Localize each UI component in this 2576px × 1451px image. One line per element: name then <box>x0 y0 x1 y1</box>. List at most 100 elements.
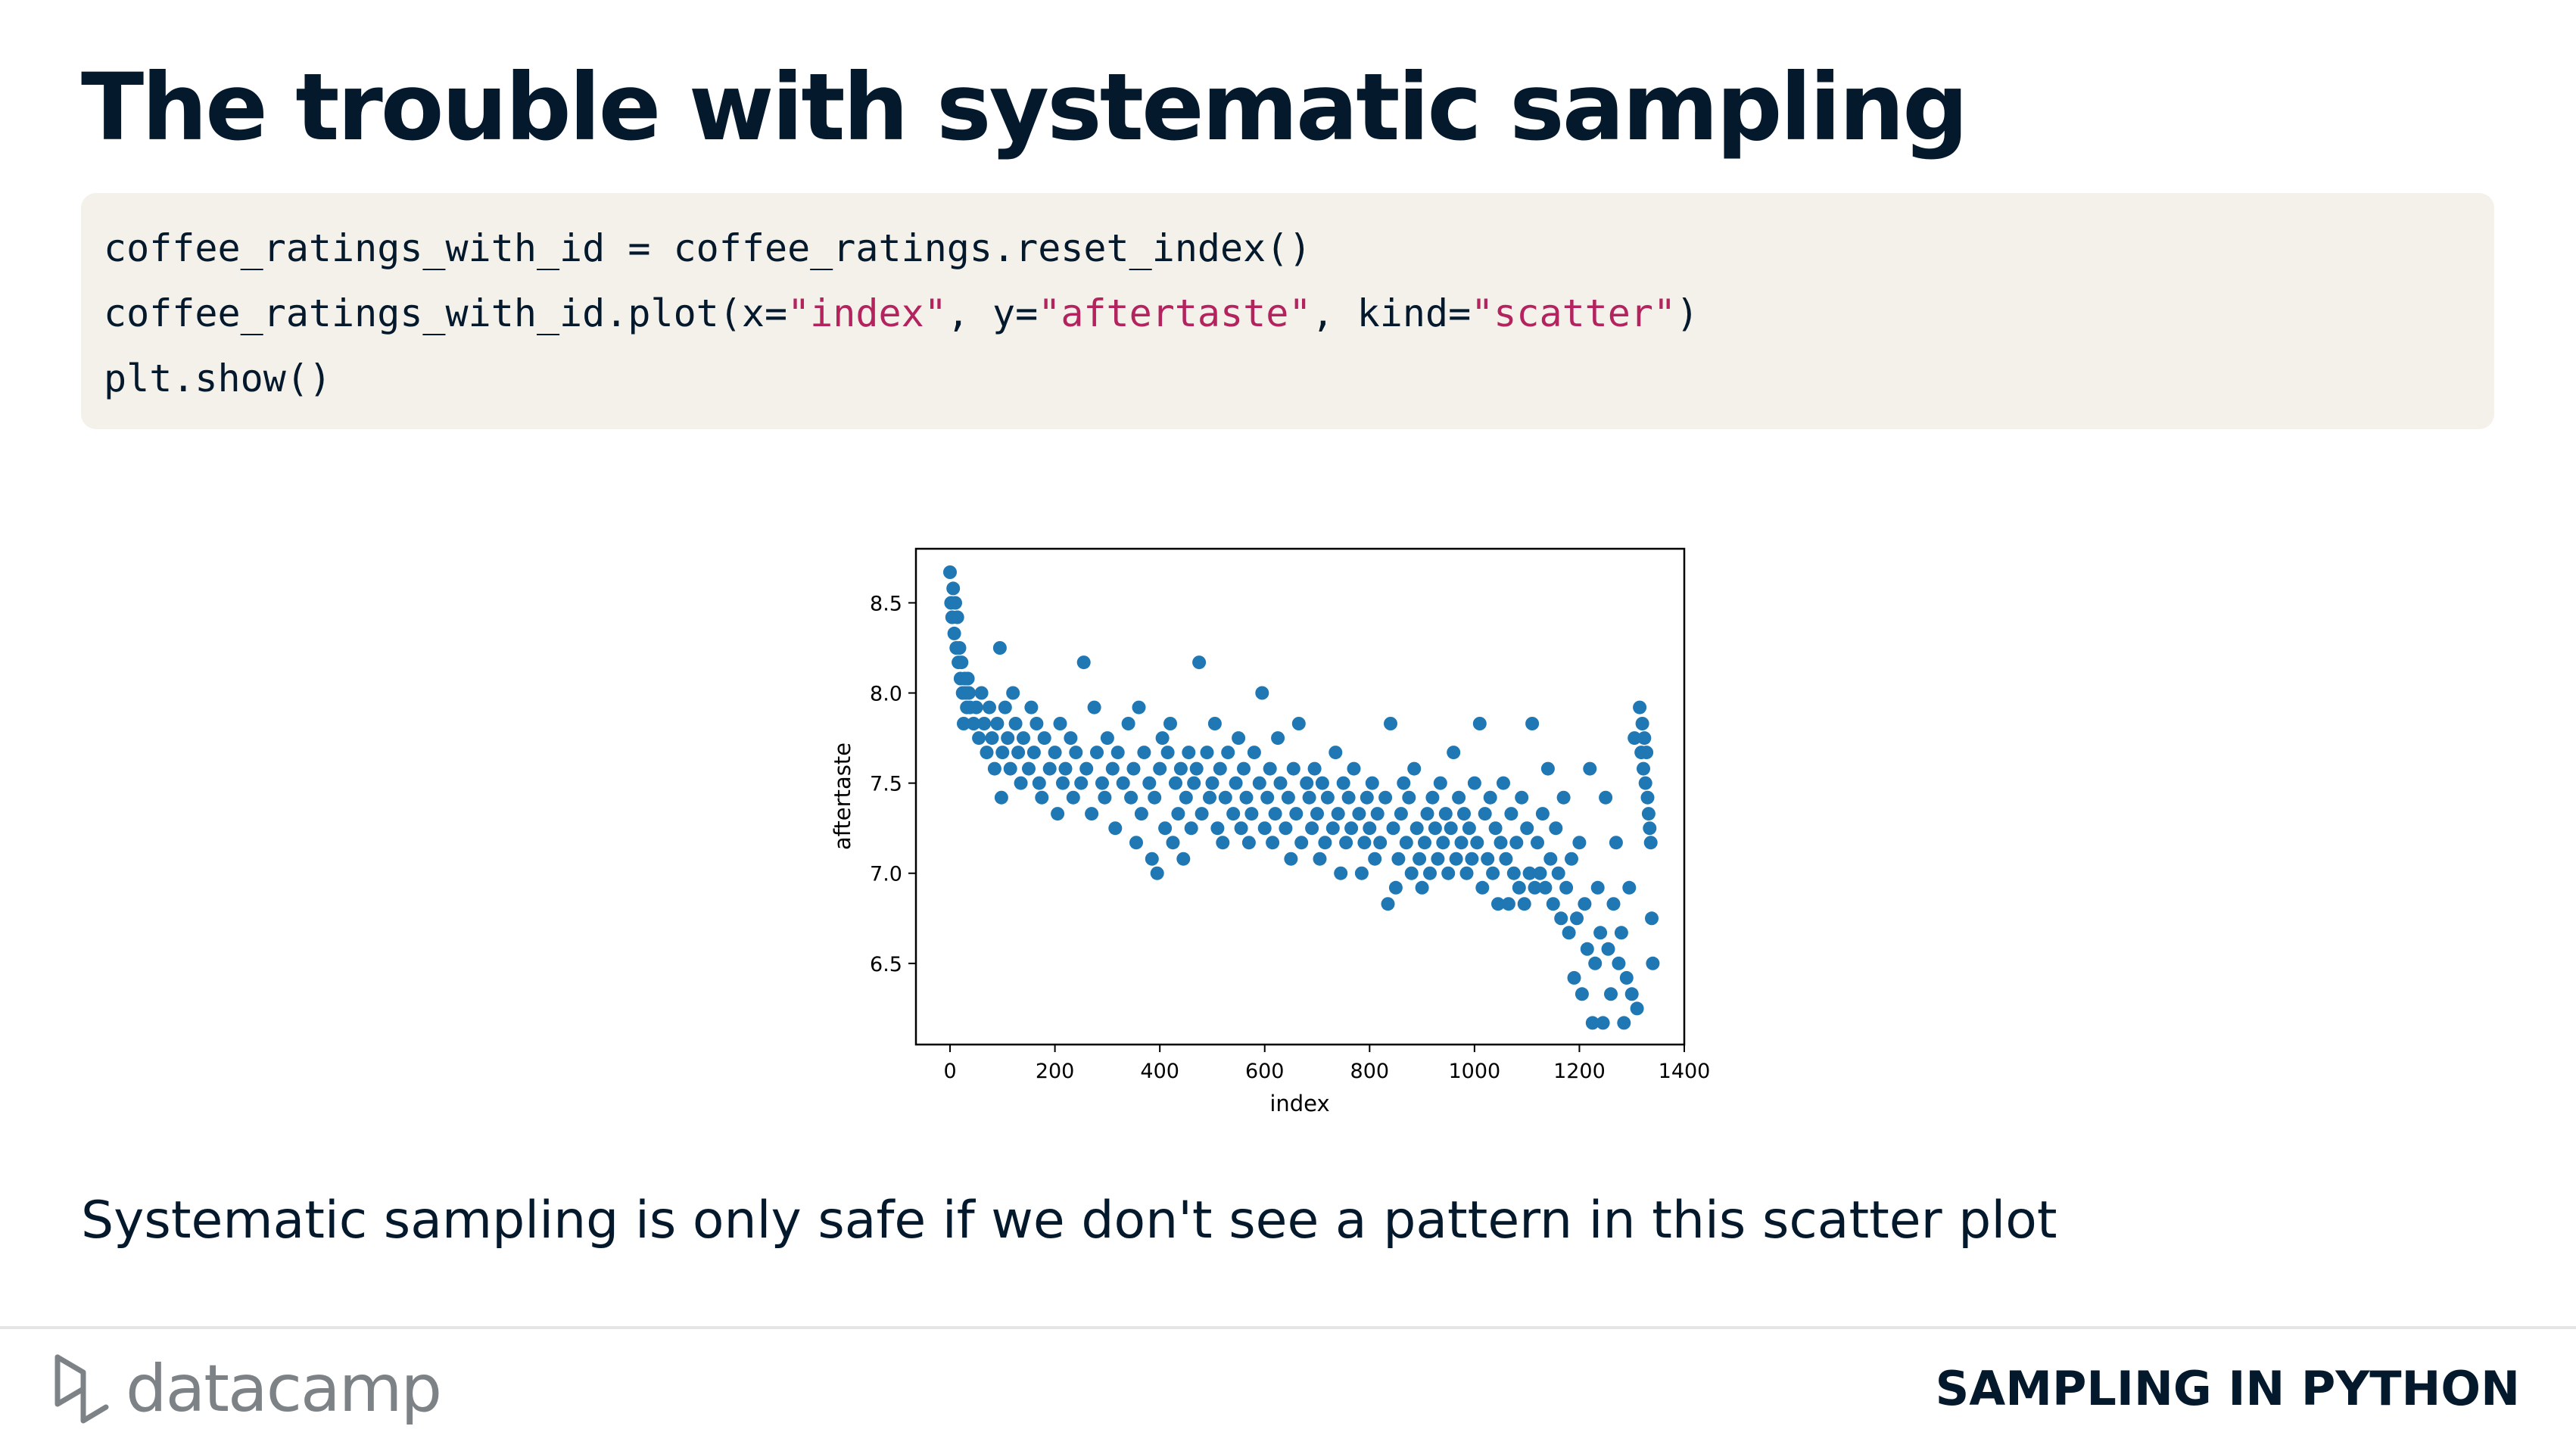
data-point <box>1325 821 1340 836</box>
data-point <box>1404 866 1419 880</box>
data-point <box>948 596 962 610</box>
data-point <box>1622 880 1637 895</box>
x-ticks: 0 200 400 600 800 1000 1200 1400 <box>943 1045 1710 1083</box>
data-point <box>1241 836 1256 850</box>
y-tick-label: 8.0 <box>870 683 902 706</box>
code-text: , y= <box>946 291 1039 335</box>
y-tick-label: 7.5 <box>870 773 902 796</box>
data-point <box>1501 897 1515 911</box>
data-point <box>1022 761 1036 776</box>
data-point <box>1229 776 1243 790</box>
data-point <box>1163 717 1177 730</box>
data-point <box>1462 821 1476 836</box>
data-point <box>1612 956 1626 970</box>
data-point <box>1137 746 1151 760</box>
data-point <box>1551 866 1565 880</box>
data-point <box>1076 655 1091 670</box>
data-point <box>1171 807 1185 821</box>
data-point <box>1425 790 1440 805</box>
data-point <box>1447 746 1461 760</box>
data-point <box>1444 821 1458 836</box>
data-point <box>1504 807 1519 821</box>
data-point <box>1226 807 1241 821</box>
data-point <box>1433 776 1447 790</box>
data-point <box>1244 807 1259 821</box>
data-point <box>1035 790 1049 805</box>
data-point <box>1339 836 1353 850</box>
course-name: SAMPLING IN PYTHON <box>1935 1361 2520 1416</box>
data-point <box>1239 790 1254 805</box>
data-point <box>1643 836 1658 850</box>
data-point <box>1475 880 1490 895</box>
x-tick-label: 0 <box>943 1060 956 1083</box>
data-point <box>943 565 957 579</box>
y-tick-label: 6.5 <box>870 953 902 976</box>
data-point <box>1441 866 1456 880</box>
data-point <box>1218 790 1232 805</box>
data-point <box>1438 807 1453 821</box>
data-point <box>1583 761 1597 776</box>
data-point <box>1578 897 1592 911</box>
data-point <box>1388 880 1403 895</box>
data-point <box>995 746 1010 760</box>
code-string: "aftertaste" <box>1038 291 1312 335</box>
data-point <box>1026 746 1041 760</box>
data-point <box>1533 866 1547 880</box>
data-point <box>977 717 992 730</box>
data-point <box>1423 866 1437 880</box>
data-point <box>957 717 970 730</box>
data-point <box>1247 746 1261 760</box>
slide-title: The trouble with systematic sampling <box>81 54 1968 161</box>
data-point <box>985 731 999 746</box>
data-point <box>1590 880 1605 895</box>
data-point <box>1515 790 1529 805</box>
data-point <box>1192 655 1207 670</box>
data-point <box>1129 836 1143 850</box>
data-point <box>1381 897 1395 911</box>
data-point <box>1232 731 1246 746</box>
data-point <box>1079 761 1094 776</box>
data-point <box>1090 746 1104 760</box>
y-ticks: 6.5 7.0 7.5 8.0 8.5 <box>870 592 916 976</box>
x-tick-label: 600 <box>1245 1060 1285 1083</box>
data-point <box>1302 790 1316 805</box>
data-point <box>1580 942 1594 956</box>
data-point <box>1572 836 1587 850</box>
data-point <box>990 717 1005 730</box>
data-point <box>1150 866 1164 880</box>
data-point <box>1210 821 1225 836</box>
data-point <box>1307 761 1322 776</box>
data-point <box>1291 717 1306 730</box>
x-tick-label: 400 <box>1140 1060 1179 1083</box>
data-point <box>1585 1016 1599 1030</box>
data-point <box>1182 746 1196 760</box>
slide-caption: Systematic sampling is only safe if we d… <box>81 1191 2057 1250</box>
data-point <box>1053 717 1067 730</box>
data-point <box>961 671 975 686</box>
data-point <box>1032 776 1046 790</box>
data-point <box>1517 897 1531 911</box>
data-point <box>1415 880 1429 895</box>
data-point <box>1637 731 1652 746</box>
y-tick-label: 8.5 <box>870 592 902 615</box>
data-point <box>1567 970 1581 985</box>
data-point <box>1336 776 1350 790</box>
data-point <box>998 700 1012 715</box>
datacamp-logo-text: datacamp <box>126 1351 442 1427</box>
data-point <box>1635 717 1649 730</box>
data-point <box>1098 790 1112 805</box>
datacamp-logo[interactable]: datacamp <box>53 1347 442 1431</box>
data-point <box>1370 807 1385 821</box>
data-point <box>1121 717 1135 730</box>
data-point <box>1509 836 1524 850</box>
data-point <box>1378 790 1393 805</box>
data-point <box>1014 776 1028 790</box>
data-point <box>1549 821 1563 836</box>
data-point <box>1234 821 1248 836</box>
data-point <box>1320 790 1335 805</box>
data-point <box>1397 776 1411 790</box>
data-point <box>1354 866 1369 880</box>
data-point <box>1645 911 1659 926</box>
data-point <box>1213 761 1227 776</box>
code-line-reset-index: coffee_ratings_with_id = coffee_ratings.… <box>104 216 2494 281</box>
